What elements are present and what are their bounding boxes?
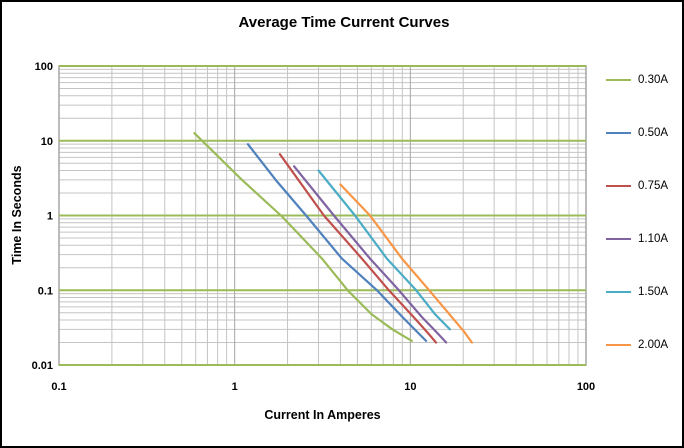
legend-item-0.75A[interactable]: 0.75A	[606, 179, 668, 193]
legend-item-2.00A[interactable]: 2.00A	[606, 338, 668, 352]
x-tick-label: 0.1	[51, 381, 66, 393]
y-tick-label: 10	[41, 136, 53, 148]
y-tick-label: 100	[35, 61, 53, 73]
y-tick-label: 1	[47, 211, 53, 223]
legend: 0.30A 0.50A 0.75A 1.10A 1.50A 2.00A	[600, 2, 682, 446]
legend-label: 0.75A	[638, 180, 669, 192]
y-tick-label: 0.01	[32, 360, 53, 372]
legend-line-swatch	[606, 238, 631, 240]
series-curve-1.10A[interactable]	[293, 165, 448, 344]
y-tick-label: 0.1	[38, 285, 53, 297]
series-curve-0.50A[interactable]	[246, 143, 428, 342]
legend-line-swatch	[606, 132, 631, 134]
legend-item-1.10A[interactable]: 1.10A	[606, 232, 668, 246]
y-axis-title: Time In Seconds	[10, 165, 24, 265]
x-tick-label: 1	[232, 381, 238, 393]
legend-line-swatch	[606, 79, 631, 81]
legend-label: 1.50A	[638, 286, 669, 298]
series-curve-1.50A[interactable]	[317, 169, 451, 331]
legend-label: 2.00A	[638, 339, 669, 351]
x-axis-title: Current In Amperes	[264, 408, 381, 422]
legend-line-swatch	[606, 344, 631, 346]
series-curve-0.30A[interactable]	[193, 132, 413, 342]
legend-label: 0.30A	[638, 74, 669, 86]
legend-line-swatch	[606, 291, 631, 293]
series-curve-2.00A[interactable]	[339, 183, 473, 344]
chart-title: Average Time Current Curves	[238, 14, 450, 31]
legend-line-swatch	[606, 185, 631, 187]
legend-label: 1.10A	[638, 233, 669, 245]
x-tick-label: 10	[404, 381, 416, 393]
legend-label: 0.50A	[638, 127, 669, 139]
legend-item-0.50A[interactable]: 0.50A	[606, 126, 668, 140]
legend-item-0.30A[interactable]: 0.30A	[606, 73, 668, 87]
x-tick-label: 100	[577, 381, 595, 393]
series-curve-0.75A[interactable]	[278, 153, 438, 344]
legend-item-1.50A[interactable]: 1.50A	[606, 285, 668, 299]
